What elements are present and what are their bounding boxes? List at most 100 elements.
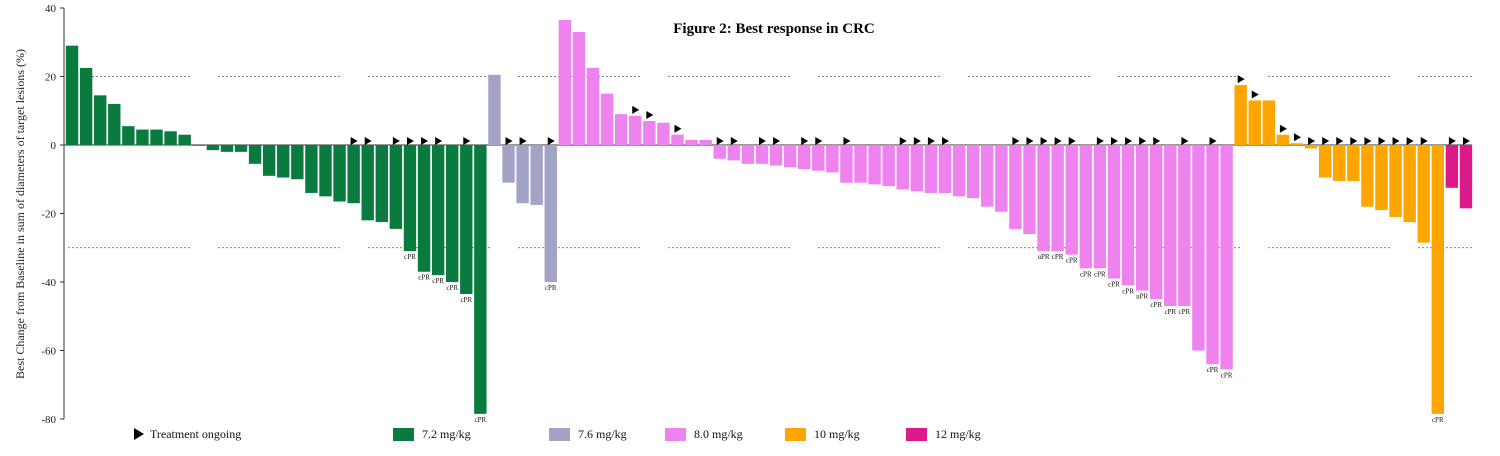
legend-label: 12 mg/kg [935,426,981,441]
ongoing-marker [1294,133,1301,142]
ongoing-marker [519,137,527,145]
ongoing-marker [1462,137,1470,145]
response-label: cPR [1150,301,1162,309]
response-label: cPR [460,296,472,304]
bar [629,115,642,145]
bar [981,145,994,207]
bar [277,145,290,178]
bar [65,45,79,145]
ongoing-marker [1209,137,1217,145]
legend-ongoing-label: Treatment ongoing [150,426,242,441]
bar [938,145,952,193]
bar [1403,145,1416,223]
bar [643,121,656,145]
legend-label: 7.6 mg/kg [578,426,627,441]
bar [671,134,684,145]
bar [1459,145,1473,209]
bar [220,145,234,152]
bar [361,145,374,221]
ongoing-marker [758,137,766,145]
ongoing-marker [913,137,921,145]
ongoing-marker [1279,124,1287,133]
bar [755,145,769,164]
ongoing-marker [1125,137,1133,145]
ongoing-marker [1096,137,1104,145]
bar [1248,100,1261,145]
bar [1290,143,1304,145]
legend-swatch [665,427,686,441]
bar [1009,145,1022,229]
bar [1121,145,1135,286]
ongoing-marker [364,137,372,145]
legend-dose-12: 12 mg/kg [906,424,981,444]
legend-dose-7-6: 7.6 mg/kg [549,424,627,444]
response-label: cPR [1108,281,1120,289]
bar [178,134,191,145]
bar [713,145,726,159]
response-label: cPR [1179,308,1191,316]
bar [1037,145,1050,252]
ongoing-marker [435,137,443,145]
bar [136,129,149,145]
y-axis: 40 20 0 -20 -40 -60 -80 [41,3,1472,426]
bar [347,145,360,204]
bar [1375,145,1388,211]
ongoing-marker [1251,90,1259,99]
bar [1262,100,1276,145]
ongoing-marker [1139,137,1147,145]
bar [1023,145,1036,235]
bar [1164,145,1177,306]
bar [657,122,670,145]
response-label: cPR [1052,253,1064,261]
ongoing-marker [1054,137,1062,145]
bar [403,145,417,252]
chart-title: Figure 2: Best response in CRC [673,21,875,37]
response-label: cPR [1164,308,1176,316]
bar [854,145,867,183]
bar [192,145,205,146]
bar [1234,85,1247,145]
bar [910,145,924,192]
ongoing-marker [350,137,358,145]
ongoing-marker [1406,137,1414,145]
bar [1135,145,1149,291]
bar [389,145,403,229]
bar [150,129,163,145]
bar [966,145,980,199]
bar [417,145,431,272]
bar [1304,145,1318,149]
bar [530,145,543,205]
ongoing-marker [505,137,513,145]
legend-label: 7.2 mg/kg [422,426,471,441]
bar [1431,145,1444,414]
bar [1178,145,1191,306]
legend-dose-10: 10 mg/kg [785,424,860,444]
ongoing-markers [350,75,1470,145]
ongoing-marker [716,137,724,145]
bar [446,145,459,282]
bar [79,67,93,145]
legend-dose-7-2: 7.2 mg/kg [393,424,471,444]
ongoing-marker [632,105,640,114]
ongoing-marker [406,137,414,145]
y-tick-label: -80 [41,414,56,426]
bar [1206,145,1219,365]
y-tick-label: 0 [51,140,57,152]
bar [319,145,332,197]
ongoing-marker [1068,137,1076,145]
response-label: uPR [1136,293,1148,301]
bar [431,145,445,276]
ongoing-marker [646,111,654,120]
bar [122,126,135,145]
bar [826,145,839,173]
ongoing-marker [1448,137,1456,145]
ongoing-marker [547,137,555,145]
bar [305,145,318,193]
bar [868,145,881,185]
bar [685,139,698,145]
ongoing-marker [1026,137,1034,145]
y-tick-label: 20 [45,72,57,84]
bar [600,93,614,145]
bar [108,103,121,145]
bar [798,145,811,169]
